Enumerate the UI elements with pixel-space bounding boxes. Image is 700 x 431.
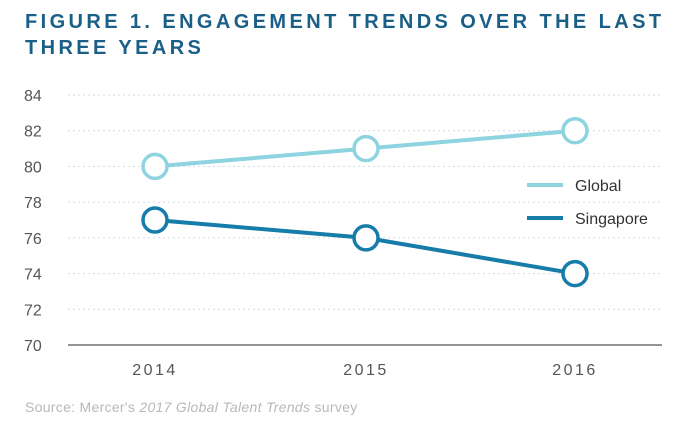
y-tick-label: 76 <box>24 231 42 248</box>
source-italic: 2017 Global Talent Trends <box>139 399 311 415</box>
chart-title-line-1: FIGURE 1. ENGAGEMENT TRENDS OVER THE LAS… <box>25 11 665 33</box>
source-prefix: Source: Mercer's <box>25 399 140 415</box>
chart-title-line-2: THREE YEARS <box>25 37 205 59</box>
legend-label-global: Global <box>575 178 621 195</box>
x-tick-label: 2016 <box>552 362 598 379</box>
y-tick-label: 78 <box>24 195 42 212</box>
source-note: Source: Mercer's 2017 Global Talent Tren… <box>25 399 358 415</box>
y-tick-label: 82 <box>24 124 42 141</box>
data-point-singapore <box>141 206 169 234</box>
y-tick-label: 70 <box>24 338 42 355</box>
y-tick-label: 84 <box>24 88 42 105</box>
data-point-global <box>141 152 169 181</box>
y-tick-label: 80 <box>24 159 42 176</box>
chart-title: FIGURE 1. ENGAGEMENT TRENDS OVER THE LAS… <box>25 9 685 61</box>
y-tick-label: 72 <box>24 302 42 319</box>
legend-label-singapore: Singapore <box>575 211 648 228</box>
data-point-singapore <box>352 224 380 252</box>
data-point-singapore <box>561 259 589 288</box>
source-suffix: survey <box>310 399 358 415</box>
x-tick-label: 2015 <box>343 362 389 379</box>
x-tick-label: 2014 <box>132 362 178 379</box>
data-point-global <box>352 134 380 163</box>
y-tick-label: 74 <box>24 267 42 284</box>
data-point-global <box>561 116 589 145</box>
